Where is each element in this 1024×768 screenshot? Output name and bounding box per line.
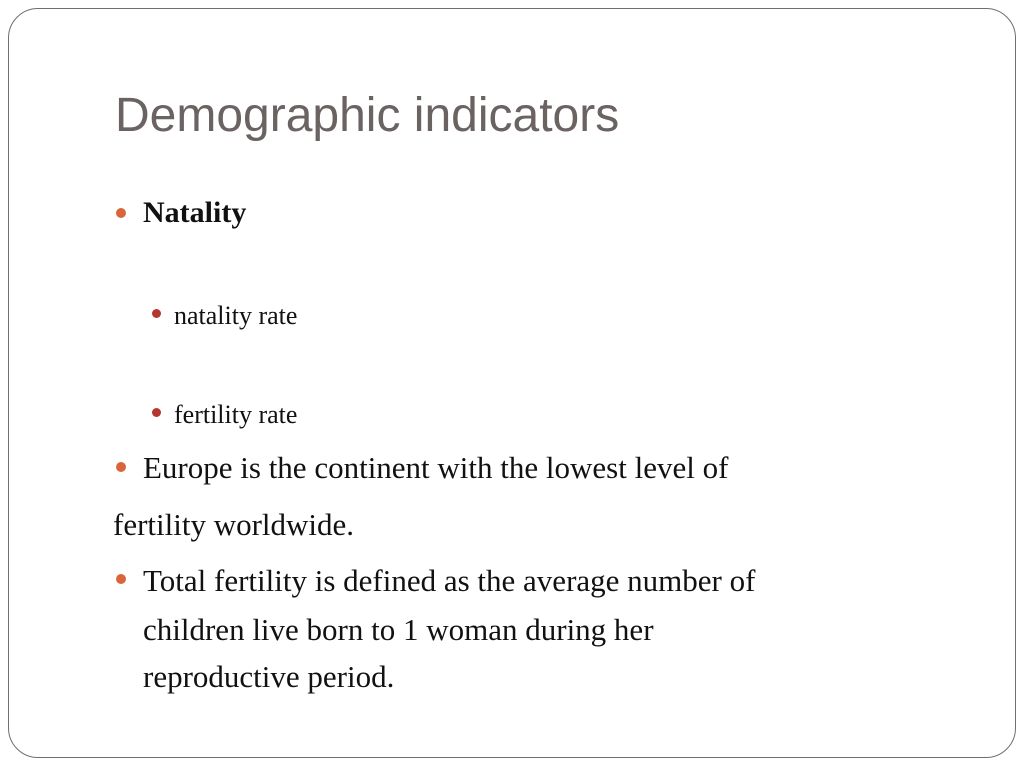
sub-bullet-natality-rate: natality rate (174, 301, 298, 330)
sub-bullet-fertility-rate: fertility rate (174, 400, 298, 429)
sub-bullet-dot (152, 309, 161, 318)
bullet-europe-line-1: Europe is the continent with the lowest … (143, 450, 729, 485)
bullet-dot (116, 462, 126, 472)
bullet-total-fertility-line-3: reproductive period. (143, 659, 395, 694)
bullet-total-fertility-line-2: children live born to 1 woman during her (143, 612, 654, 647)
bullet-europe-line-2: fertility worldwide. (113, 507, 355, 542)
slide-frame (8, 8, 1016, 758)
slide-title: Demographic indicators (115, 89, 620, 142)
bullet-total-fertility-line-1: Total fertility is defined as the averag… (143, 563, 756, 598)
bullet-dot (116, 208, 126, 218)
bullet-natality-heading: Natality (143, 196, 247, 229)
bullet-dot (116, 574, 126, 584)
sub-bullet-dot (152, 408, 161, 417)
